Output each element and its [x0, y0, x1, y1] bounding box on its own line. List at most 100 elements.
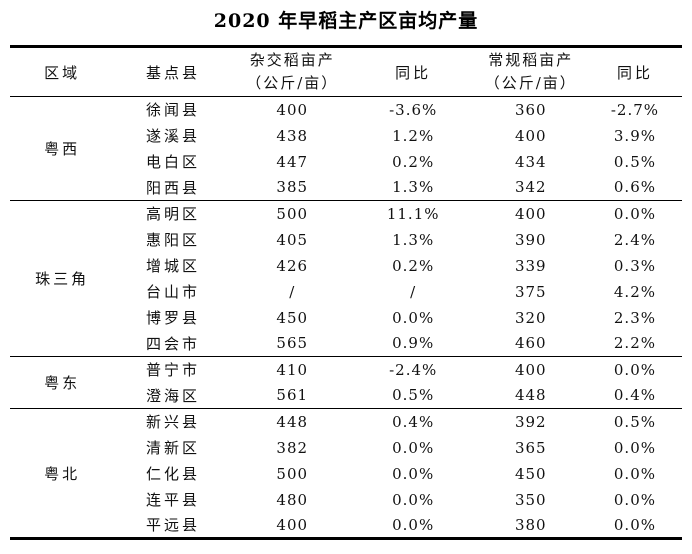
hybrid-yield-cell: 561 — [276, 386, 309, 405]
region-group-yuexi: 粤西 徐闻县 400 -3.6% 360 -2.7% 遂溪县 438 1.2% … — [10, 97, 682, 201]
hybrid-yoy-cell: 0.9% — [392, 334, 435, 353]
col-header-hybrid-yoy: 同比 — [352, 46, 474, 97]
conventional-yield-cell: 380 — [514, 515, 547, 534]
conventional-yoy-cell: 0.0% — [613, 515, 656, 534]
col-header-hybrid-yield: 杂交稻亩产 （公斤/亩） — [231, 46, 353, 97]
conventional-yoy-cell: 2.4% — [613, 230, 656, 249]
conventional-yield-cell: 390 — [514, 230, 547, 249]
county-cell: 新兴县 — [145, 413, 200, 432]
conventional-yield-cell: 400 — [514, 126, 547, 145]
hybrid-yoy-cell: -2.4% — [389, 360, 438, 379]
county-cell: 清新区 — [145, 439, 200, 457]
hybrid-yield-cell: 565 — [276, 334, 309, 353]
col-header-county: 基点县 — [114, 46, 232, 97]
conventional-yield-cell: 400 — [514, 204, 547, 223]
document-page: 2020 年早稻主产区亩均产量 区域 基点县 杂交稻亩产 （公斤/亩） 同比 常… — [0, 8, 692, 554]
region-group-yuebei: 粤北 新兴县 448 0.4% 392 0.5% 清新区 382 0.0% 36… — [10, 409, 682, 539]
col-header-region: 区域 — [10, 46, 115, 97]
conventional-yoy-cell: -2.7% — [610, 100, 660, 119]
conventional-yoy-cell: 0.4% — [613, 386, 656, 405]
table-row: 增城区 426 0.2% 339 0.3% — [10, 253, 682, 279]
hybrid-yield-unit: （公斤/亩） — [246, 74, 339, 92]
conventional-yield-cell: 448 — [514, 386, 547, 405]
table-row: 四会市 565 0.9% 460 2.2% — [10, 331, 682, 357]
conventional-yield-label: 常规稻亩产 — [488, 51, 574, 69]
table-header: 区域 基点县 杂交稻亩产 （公斤/亩） 同比 常规稻亩产 （公斤/亩） 同比 — [10, 46, 682, 97]
table-row: 连平县 480 0.0% 350 0.0% — [10, 487, 682, 513]
yield-table: 区域 基点县 杂交稻亩产 （公斤/亩） 同比 常规稻亩产 （公斤/亩） 同比 粤… — [10, 45, 682, 540]
hybrid-yoy-cell: 0.0% — [392, 308, 435, 327]
hybrid-yield-label: 杂交稻亩产 — [249, 51, 335, 69]
table-row: 电白区 447 0.2% 434 0.5% — [10, 149, 682, 175]
hybrid-yoy-cell: / — [410, 282, 417, 301]
hybrid-yield-cell: 450 — [276, 308, 309, 327]
county-cell: 阳西县 — [145, 178, 200, 197]
county-cell: 仁化县 — [145, 465, 200, 483]
header-row: 区域 基点县 杂交稻亩产 （公斤/亩） 同比 常规稻亩产 （公斤/亩） 同比 — [10, 46, 682, 97]
conventional-yield-cell: 342 — [514, 178, 547, 197]
conventional-yoy-cell: 0.0% — [613, 360, 656, 379]
hybrid-yoy-cell: 11.1% — [386, 204, 440, 223]
hybrid-yoy-cell: 0.0% — [392, 515, 435, 534]
region-label: 粤东 — [44, 374, 81, 392]
table-row: 阳西县 385 1.3% 342 0.6% — [10, 175, 682, 201]
conventional-yield-cell: 375 — [514, 282, 547, 301]
table-row: 惠阳区 405 1.3% 390 2.4% — [10, 227, 682, 253]
county-cell: 增城区 — [145, 257, 200, 275]
conventional-yield-cell: 434 — [514, 152, 547, 171]
conventional-yoy-cell: 4.2% — [613, 282, 656, 301]
hybrid-yield-cell: 480 — [276, 490, 309, 509]
conventional-yield-cell: 365 — [514, 438, 547, 457]
table-row: 粤东 普宁市 410 -2.4% 400 0.0% — [10, 357, 682, 392]
table-title: 2020 年早稻主产区亩均产量 — [213, 10, 479, 32]
conventional-yield-cell: 339 — [514, 256, 547, 275]
hybrid-yield-cell: 426 — [276, 256, 309, 275]
col-header-conventional-yield: 常规稻亩产 （公斤/亩） — [473, 46, 588, 97]
hybrid-yield-cell: 448 — [276, 412, 309, 431]
hybrid-yield-cell: 438 — [276, 126, 309, 145]
conventional-yield-cell: 392 — [514, 412, 547, 431]
hybrid-yoy-cell: -3.6% — [389, 100, 438, 119]
conventional-yoy-cell: 0.0% — [613, 490, 656, 509]
county-cell: 平远县 — [145, 516, 200, 535]
county-cell: 普宁市 — [145, 361, 200, 380]
conventional-yoy-cell: 0.6% — [613, 178, 656, 197]
region-group-yuedong: 粤东 普宁市 410 -2.4% 400 0.0% 澄海区 561 0.5% 4… — [10, 357, 682, 409]
conventional-yoy-cell: 3.9% — [613, 126, 656, 145]
county-cell: 电白区 — [145, 153, 200, 171]
hybrid-yield-cell: 400 — [276, 515, 309, 534]
hybrid-yoy-cell: 0.4% — [392, 412, 435, 431]
conventional-yoy-cell: 2.2% — [613, 334, 656, 353]
conventional-yield-cell: 350 — [514, 490, 547, 509]
table-row: 遂溪县 438 1.2% 400 3.9% — [10, 123, 682, 149]
conventional-yoy-cell: 0.0% — [613, 204, 656, 223]
table-row: 清新区 382 0.0% 365 0.0% — [10, 435, 682, 461]
county-cell: 高明区 — [145, 205, 200, 224]
table-row: 平远县 400 0.0% 380 0.0% — [10, 513, 682, 539]
conventional-yoy-cell: 0.0% — [613, 464, 656, 483]
county-cell: 台山市 — [145, 283, 200, 301]
region-label: 珠三角 — [35, 270, 90, 288]
table-row: 粤西 徐闻县 400 -3.6% 360 -2.7% — [10, 97, 682, 158]
conventional-yield-unit: （公斤/亩） — [484, 74, 577, 92]
conventional-yield-cell: 400 — [514, 360, 547, 379]
hybrid-yoy-cell: 1.3% — [392, 230, 435, 249]
hybrid-yoy-cell: 0.0% — [392, 438, 435, 457]
conventional-yoy-cell: 0.3% — [613, 256, 656, 275]
conventional-yield-cell: 360 — [514, 100, 547, 119]
conventional-yield-cell: 450 — [514, 464, 547, 483]
conventional-yoy-cell: 0.5% — [613, 412, 656, 431]
county-cell: 四会市 — [145, 334, 200, 353]
county-cell: 遂溪县 — [145, 127, 200, 145]
conventional-yoy-cell: 0.0% — [613, 438, 656, 457]
conventional-yield-cell: 460 — [514, 334, 547, 353]
region-group-zhusanjiao: 珠三角 高明区 500 11.1% 400 0.0% 惠阳区 405 1.3% … — [10, 201, 682, 357]
county-cell: 惠阳区 — [145, 231, 200, 249]
region-label: 粤北 — [44, 464, 81, 483]
table-row: 珠三角 高明区 500 11.1% 400 0.0% — [10, 201, 682, 288]
table-row: 粤北 新兴县 448 0.4% 392 0.5% — [10, 409, 682, 483]
table-row: 仁化县 500 0.0% 450 0.0% — [10, 461, 682, 487]
col-header-conventional-yoy: 同比 — [587, 46, 682, 97]
hybrid-yield-cell: 410 — [276, 360, 309, 379]
hybrid-yield-cell: 500 — [276, 464, 309, 483]
